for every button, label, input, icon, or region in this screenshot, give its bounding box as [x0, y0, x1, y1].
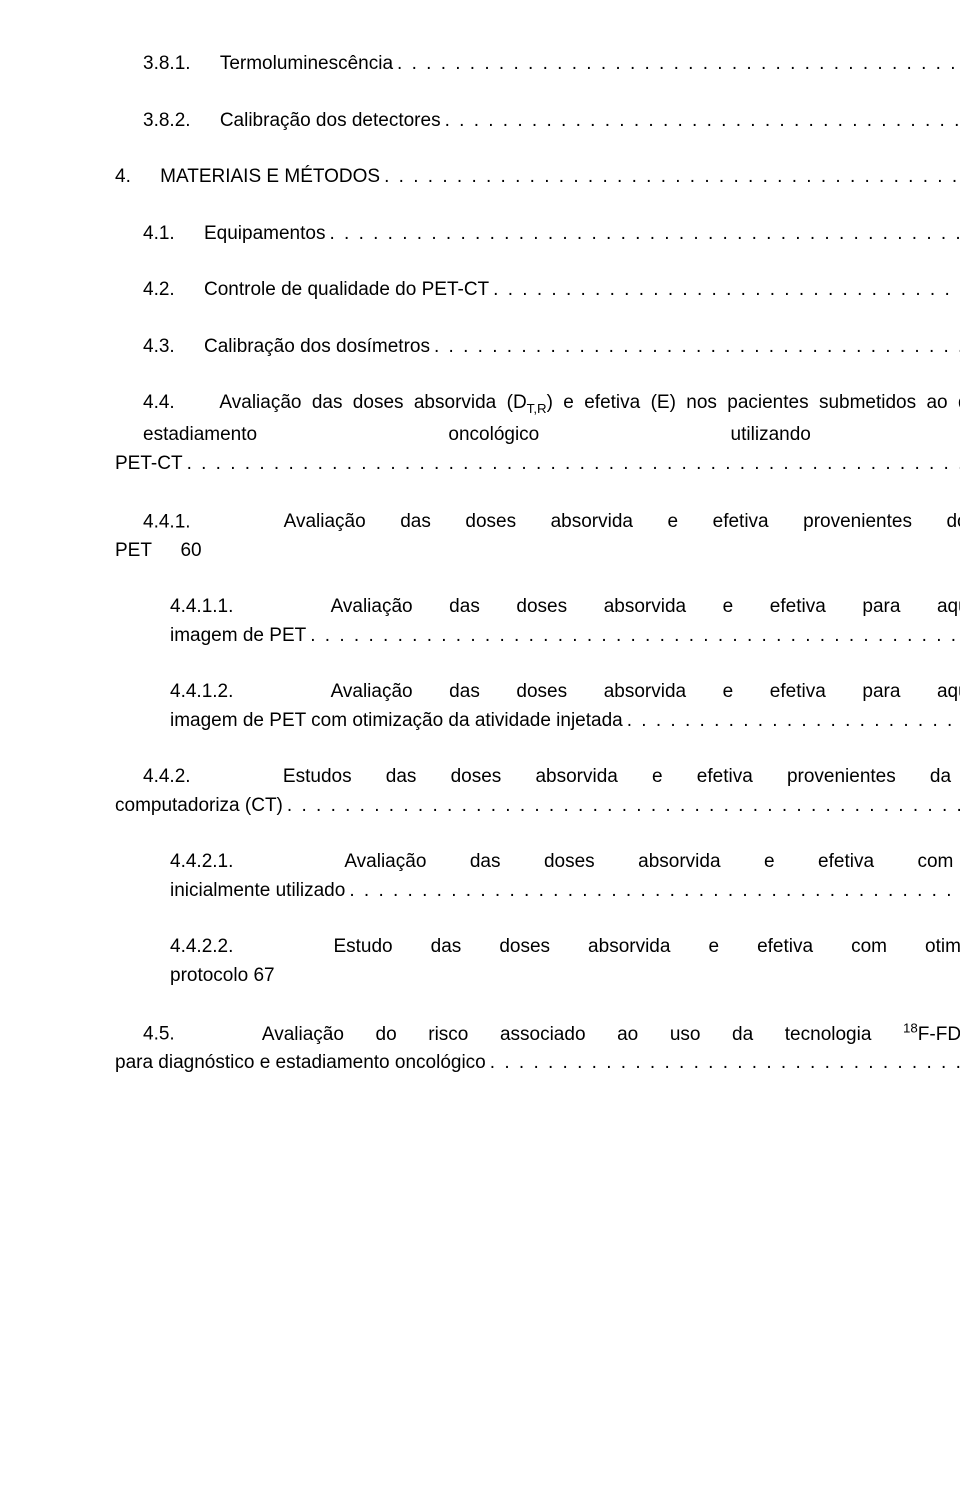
toc-spacer: [205, 766, 273, 787]
toc-first-line: 4.5. Avaliação do risco associado ao uso…: [143, 1018, 960, 1049]
toc-number: 4.3.: [143, 333, 175, 362]
toc-spacer: [247, 596, 320, 617]
toc-number: 4.4.1.: [143, 511, 191, 532]
toc-spacer: [189, 392, 210, 413]
toc-last-line: PET-CT. . . . . . . . . . . . . . . . . …: [115, 450, 960, 479]
toc-number: 4.2.: [143, 276, 175, 305]
toc-entry: 4. MATERIAIS E MÉTODOS. . . . . . . . . …: [115, 163, 960, 192]
toc-entry: 3.8.2. Calibração dos detectores. . . . …: [115, 107, 960, 136]
toc-leader-dots: . . . . . . . . . . . . . . . . . . . . …: [434, 333, 960, 362]
toc-spacer: [247, 681, 320, 702]
toc-first-line: 4.4.2.1. Avaliação das doses absorvida e…: [170, 848, 960, 877]
toc-label-first: Avaliação das doses absorvida e efetiva …: [331, 681, 960, 702]
toc-label: Calibração dos detectores: [220, 107, 441, 136]
toc-label-first: Avaliação das doses absorvida e efetiva …: [331, 596, 960, 617]
toc-leader-dots: . . . . . . . . . . . . . . . . . . . . …: [329, 220, 960, 249]
toc-first-line: 4.4.1.2. Avaliação das doses absorvida e…: [170, 678, 960, 707]
toc-last-line: PET 60: [115, 537, 960, 566]
toc-label-first: Estudos das doses absorvida e efetiva pr…: [283, 766, 960, 787]
toc-entry: 4.4.2.1. Avaliação das doses absorvida e…: [115, 848, 960, 905]
toc-last-line: imagem de PET com otimização da atividad…: [170, 707, 960, 736]
toc-entry: 4.4.2.2. Estudo das doses absorvida e ef…: [115, 933, 960, 990]
toc-number: 3.8.1.: [143, 50, 191, 79]
toc-label-last: imagem de PET com otimização da atividad…: [170, 707, 623, 736]
toc-label: MATERIAIS E MÉTODOS: [160, 163, 380, 192]
toc-spacer: [189, 220, 194, 249]
toc-entry: 4.4.1. Avaliação das doses absorvida e e…: [115, 506, 960, 565]
toc-entry: 4.4.1.1. Avaliação das doses absorvida e…: [115, 593, 960, 650]
toc-spacer: [205, 50, 210, 79]
toc-entry: 4.5. Avaliação do risco associado ao uso…: [115, 1018, 960, 1077]
toc-label-last: PET 60: [115, 537, 202, 566]
toc-label: Controle de qualidade do PET-CT: [204, 276, 489, 305]
toc-number: 4.4.1.1.: [170, 596, 233, 617]
toc-leader-dots: . . . . . . . . . . . . . . . . . . . . …: [287, 792, 960, 821]
toc-number: 3.8.2.: [143, 107, 191, 136]
toc-leader-dots: . . . . . . . . . . . . . . . . . . . . …: [490, 1049, 960, 1078]
toc-leader-dots: . . . . . . . . . . . . . . . . . . . . …: [310, 622, 960, 651]
toc-leader-dots: . . . . . . . . . . . . . . . . . . . . …: [349, 877, 960, 906]
toc-label-first: Avaliação do risco associado ao uso da t…: [262, 1024, 960, 1045]
toc-last-line: imagem de PET. . . . . . . . . . . . . .…: [170, 622, 960, 651]
toc-label-last: protocolo 67: [170, 962, 275, 991]
toc-entry: 4.1. Equipamentos. . . . . . . . . . . .…: [115, 220, 960, 249]
toc-label-first: Avaliação das doses absorvida (DT,R) e e…: [143, 392, 960, 445]
toc-last-line: inicialmente utilizado. . . . . . . . . …: [170, 877, 960, 906]
toc-leader-dots: . . . . . . . . . . . . . . . . . . . . …: [627, 707, 960, 736]
toc-leader-dots: . . . . . . . . . . . . . . . . . . . . …: [445, 107, 960, 136]
toc-spacer: [247, 936, 323, 957]
toc-label-first: Avaliação das doses absorvida e efetiva …: [284, 511, 960, 532]
toc-entry: 3.8.1. Termoluminescência. . . . . . . .…: [115, 50, 960, 79]
toc-number: 4.: [115, 163, 131, 192]
toc-entry: 4.3. Calibração dos dosímetros. . . . . …: [115, 333, 960, 362]
toc-last-line: computadoriza (CT). . . . . . . . . . . …: [115, 792, 960, 821]
toc-label-last: imagem de PET: [170, 622, 306, 651]
toc-leader-dots: . . . . . . . . . . . . . . . . . . . . …: [493, 276, 960, 305]
toc-spacer: [205, 107, 210, 136]
toc-number: 4.4.2.1.: [170, 851, 233, 872]
toc-number: 4.4.2.: [143, 766, 191, 787]
toc-leader-dots: . . . . . . . . . . . . . . . . . . . . …: [384, 163, 960, 192]
toc-label-last: para diagnóstico e estadiamento oncológi…: [115, 1049, 486, 1078]
toc-label: Termoluminescência: [220, 50, 393, 79]
toc-spacer: [145, 163, 150, 192]
toc-first-line: 4.4.1.1. Avaliação das doses absorvida e…: [170, 593, 960, 622]
toc-last-line: para diagnóstico e estadiamento oncológi…: [115, 1049, 960, 1078]
toc-leader-dots: . . . . . . . . . . . . . . . . . . . . …: [187, 450, 960, 479]
toc-leader-dots: . . . . . . . . . . . . . . . . . . . . …: [397, 50, 960, 79]
toc-first-line: 4.4.2. Estudos das doses absorvida e efe…: [143, 763, 960, 792]
toc-spacer: [247, 851, 334, 872]
toc-spacer: [205, 511, 274, 532]
toc-first-line: 4.4.2.2. Estudo das doses absorvida e ef…: [170, 933, 960, 962]
toc-label: Equipamentos: [204, 220, 325, 249]
toc-number: 4.5.: [143, 1024, 175, 1045]
toc-last-line: protocolo 67: [170, 962, 960, 991]
toc-label-last: PET-CT: [115, 450, 183, 479]
toc-entry: 4.4. Avaliação das doses absorvida (DT,R…: [115, 389, 960, 478]
toc-label-first: Estudo das doses absorvida e efetiva com…: [333, 936, 960, 957]
toc-entry: 4.4.1.2. Avaliação das doses absorvida e…: [115, 678, 960, 735]
toc-spacer: [189, 1024, 252, 1045]
toc-label: Calibração dos dosímetros: [204, 333, 430, 362]
toc-entry: 4.2. Controle de qualidade do PET-CT. . …: [115, 276, 960, 305]
toc-number: 4.4.1.2.: [170, 681, 233, 702]
toc-number: 4.4.: [143, 392, 175, 413]
toc-label-first: Avaliação das doses absorvida e efetiva …: [344, 851, 960, 872]
toc-number: 4.1.: [143, 220, 175, 249]
toc-number: 4.4.2.2.: [170, 936, 233, 957]
toc-first-line: 4.4.1. Avaliação das doses absorvida e e…: [143, 506, 960, 537]
toc-label-last: computadoriza (CT): [115, 792, 283, 821]
toc-first-line: 4.4. Avaliação das doses absorvida (DT,R…: [143, 389, 960, 450]
toc-label-last: inicialmente utilizado: [170, 877, 345, 906]
toc-spacer: [189, 333, 194, 362]
toc-entry: 4.4.2. Estudos das doses absorvida e efe…: [115, 763, 960, 820]
toc-spacer: [189, 276, 194, 305]
